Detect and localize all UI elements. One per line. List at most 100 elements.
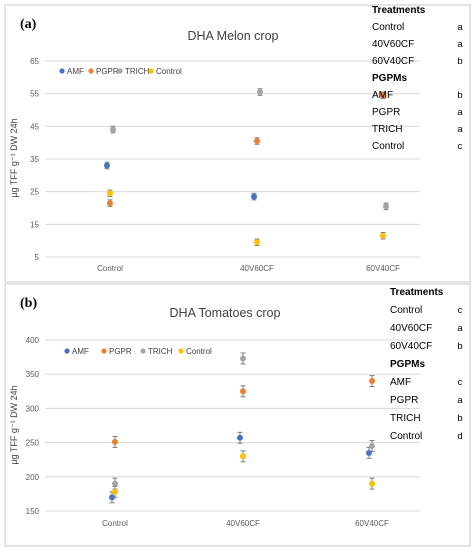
y-tick-label: 350 — [26, 370, 40, 379]
data-point-pgpr — [380, 92, 386, 99]
significance-heading: Treatments — [390, 287, 444, 298]
significance-letter: b — [457, 90, 462, 101]
data-point-trich — [369, 443, 375, 450]
data-point-trich — [257, 89, 263, 96]
data-point-pgpr — [112, 438, 118, 445]
data-point-trich — [240, 355, 246, 362]
chart-a-legend: AMF PGPR TRICH Control — [59, 67, 182, 76]
legend-label: PGPR — [96, 67, 119, 76]
significance-letter: c — [458, 141, 463, 152]
significance-letter: a — [457, 395, 463, 406]
legend-marker — [101, 348, 107, 354]
y-tick-label: 150 — [26, 507, 40, 516]
x-tick-label: 60V40CF — [355, 519, 389, 528]
significance-item: AMF — [372, 90, 393, 101]
data-point-amf — [251, 193, 257, 200]
significance-item: 40V60CF — [390, 323, 432, 334]
significance-item: 40V60CF — [372, 39, 414, 50]
significance-letter: b — [457, 341, 462, 352]
y-tick-label: 25 — [30, 188, 39, 197]
data-point-pgpr — [369, 378, 375, 385]
significance-letter: b — [457, 413, 462, 424]
chart-b-title: DHA Tomatoes crop — [170, 306, 281, 320]
significance-letter: a — [457, 22, 463, 33]
y-tick-label: 5 — [35, 253, 40, 262]
chart-a-marks — [104, 88, 389, 247]
significance-letter: c — [458, 377, 463, 388]
legend-label: Control — [186, 347, 212, 356]
panel-b-frame — [4, 283, 471, 547]
data-point-control — [254, 239, 260, 246]
panel-a-label: (a) — [20, 17, 37, 32]
panel-a-significance-list: Treatments Control a 40V60CF a 60V40CF b PGPMs A… — [372, 5, 463, 152]
y-tick-label: 35 — [30, 155, 39, 164]
chart-b-ylabel: µg TFF g⁻¹ DW 24h — [9, 385, 19, 464]
significance-item: Control — [390, 431, 422, 442]
data-point-trich — [383, 203, 389, 210]
y-tick-label: 15 — [30, 220, 39, 229]
y-tick-label: 45 — [30, 122, 39, 131]
x-tick-label: 40V60CF — [226, 519, 260, 528]
chart-b-legend: AMF PGPR TRICH Control — [64, 347, 212, 356]
significance-item: AMF — [390, 377, 411, 388]
y-tick-label: 300 — [26, 404, 40, 413]
significance-letter: a — [457, 107, 463, 118]
data-point-amf — [104, 162, 110, 169]
significance-item: Control — [372, 141, 404, 152]
y-tick-label: 200 — [26, 473, 40, 482]
data-point-amf — [109, 494, 115, 501]
significance-heading: Treatments — [372, 5, 426, 16]
panel-b-label: (b) — [20, 296, 37, 311]
y-tick-label: 65 — [30, 57, 39, 66]
legend-marker — [88, 68, 94, 74]
panel-a-frame — [4, 4, 471, 283]
significance-letter: b — [457, 56, 462, 67]
y-tick-label: 400 — [26, 336, 40, 345]
significance-letter: a — [457, 323, 463, 334]
x-tick-label: 40V60CF — [240, 264, 274, 273]
significance-letter: c — [458, 305, 463, 316]
significance-item: 60V40CF — [390, 341, 432, 352]
data-point-control — [240, 453, 246, 460]
y-tick-label: 55 — [30, 90, 39, 99]
data-point-control — [380, 232, 386, 239]
legend-label: TRICH — [148, 347, 173, 356]
significance-item: PGPR — [390, 395, 418, 406]
legend-label: PGPR — [109, 347, 132, 356]
data-point-pgpr — [240, 388, 246, 395]
data-point-control — [369, 480, 375, 487]
legend-label: TRICH — [125, 67, 150, 76]
significance-item: Control — [390, 305, 422, 316]
significance-item: 60V40CF — [372, 56, 414, 67]
x-tick-label: Control — [102, 519, 128, 528]
legend-label: AMF — [67, 67, 84, 76]
significance-heading: PGPMs — [390, 359, 425, 370]
significance-heading: PGPMs — [372, 73, 407, 84]
legend-marker — [148, 68, 154, 74]
legend-label: AMF — [72, 347, 89, 356]
panel-b: (b) DHA Tomatoes crop µg TFF g⁻¹ DW 24h … — [4, 283, 471, 547]
x-tick-label: 60V40CF — [366, 264, 400, 273]
data-point-trich — [110, 126, 116, 133]
significance-item: PGPR — [372, 107, 400, 118]
data-point-amf — [237, 434, 243, 441]
chart-b-grid: 150 200 250 300 350 400 Control 40V60CF 60V40CF — [26, 336, 420, 528]
data-point-pgpr — [254, 138, 260, 145]
legend-marker — [117, 68, 123, 74]
panel-b-significance-list: Treatments Control c 40V60CF a 60V40CF b PGPMs A… — [390, 287, 463, 442]
panel-a: (a) DHA Melon crop µg TFF g⁻¹ DW 24h 5 15… — [4, 4, 471, 283]
legend-label: Control — [156, 67, 182, 76]
significance-letter: a — [457, 124, 463, 135]
legend-marker — [64, 348, 70, 354]
y-tick-label: 250 — [26, 439, 40, 448]
legend-marker — [140, 348, 146, 354]
data-point-control — [112, 488, 118, 495]
x-tick-label: Control — [97, 264, 123, 273]
significance-item: TRICH — [372, 124, 403, 135]
significance-letter: a — [457, 39, 463, 50]
chart-a-title: DHA Melon crop — [187, 29, 278, 43]
data-point-control — [107, 190, 113, 197]
significance-item: TRICH — [390, 413, 421, 424]
chart-a-grid: 5 15 25 35 45 55 65 Control 40V60CF 60V40CF — [30, 57, 420, 273]
